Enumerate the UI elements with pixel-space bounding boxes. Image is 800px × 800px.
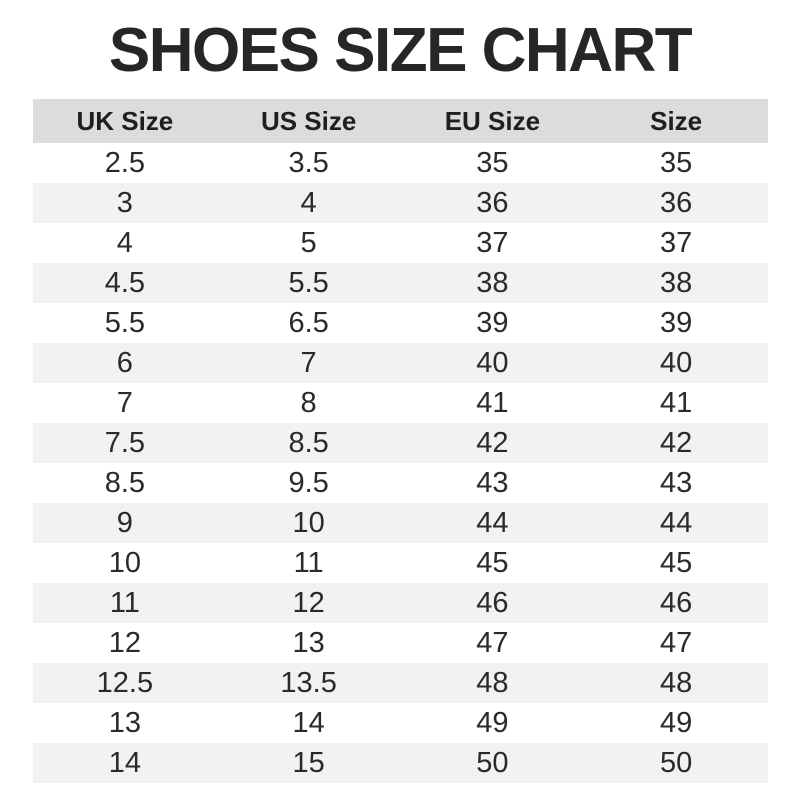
size-cell: 37: [659, 226, 693, 259]
size-cell: 8.5: [288, 426, 329, 459]
size-cell: 8: [300, 386, 317, 419]
size-cell: 43: [476, 466, 509, 499]
size-cell: 10: [108, 546, 141, 579]
table-row: 8.5 9.5 43 43: [33, 463, 768, 504]
size-cell: 36: [476, 186, 509, 219]
size-cell: 5: [300, 226, 317, 259]
size-cell: 45: [659, 546, 693, 579]
size-cell: 4: [300, 186, 317, 219]
size-cell: 9.5: [288, 466, 329, 499]
size-cell: 38: [476, 266, 509, 299]
size-cell: 46: [476, 586, 509, 619]
size-cell: 7.5: [104, 426, 146, 459]
size-cell: 48: [476, 666, 509, 699]
size-cell: 35: [659, 146, 693, 179]
table-row: 4 5 37 37: [33, 223, 768, 264]
size-cell: 10: [292, 506, 325, 539]
size-cell: 45: [476, 546, 509, 579]
size-cell: 41: [476, 386, 509, 419]
table-row: 11 12 46 46: [33, 583, 768, 624]
size-cell: 7: [300, 346, 317, 379]
size-cell: 42: [659, 426, 693, 459]
size-cell: 44: [659, 506, 693, 539]
size-cell: 9: [116, 506, 133, 539]
size-cell: 44: [476, 506, 509, 539]
size-cell: 4: [116, 226, 133, 259]
size-cell: 13: [292, 626, 325, 659]
size-cell: 40: [659, 346, 693, 379]
size-cell: 49: [659, 706, 693, 739]
table-row: 7 8 41 41: [33, 383, 768, 424]
size-cell: 40: [476, 346, 509, 379]
size-cell: 46: [659, 586, 693, 619]
size-cell: 14: [108, 746, 141, 779]
size-cell: 6: [116, 346, 133, 379]
size-cell: 43: [659, 466, 693, 499]
size-cell: 5.5: [104, 306, 146, 339]
size-cell: 48: [659, 666, 693, 699]
page-title: SHOES SIZE CHART: [108, 16, 693, 85]
size-cell: 49: [476, 706, 509, 739]
size-cell: 39: [476, 306, 509, 339]
size-cell: 15: [292, 746, 325, 779]
table-row: 9 10 44 44: [33, 503, 768, 544]
column-header-size: Size: [584, 99, 768, 144]
size-cell: 11: [293, 546, 324, 579]
size-cell: 37: [476, 226, 509, 259]
size-cell: 35: [476, 146, 509, 179]
size-cell: 8.5: [104, 466, 146, 499]
column-header-us-size: US Size: [216, 99, 401, 144]
size-cell: 3.5: [288, 146, 329, 179]
table-header: UK Size US Size EU Size Size: [33, 99, 768, 144]
column-header-eu-size: EU Size: [400, 99, 585, 144]
size-cell: 7: [116, 386, 133, 419]
table-row: 2.5 3.5 35 35: [33, 143, 768, 184]
size-cell: 12: [292, 586, 325, 619]
table-row: 7.5 8.5 42 42: [33, 423, 768, 464]
size-cell: 47: [659, 626, 693, 659]
column-header-uk-size: UK Size: [33, 99, 217, 144]
size-cell: 50: [659, 746, 693, 779]
size-cell: 3: [116, 186, 133, 219]
header-row: UK Size US Size EU Size Size: [33, 99, 768, 144]
table-row: 12 13 47 47: [33, 623, 768, 664]
table-row: 12.5 13.5 48 48: [33, 663, 768, 704]
size-cell: 2.5: [104, 146, 146, 179]
size-cell: 12: [108, 626, 141, 659]
size-cell: 38: [659, 266, 693, 299]
table-row: 13 14 49 49: [33, 703, 768, 744]
size-cell: 4.5: [104, 266, 146, 299]
size-cell: 41: [659, 386, 693, 419]
table-body: 2.5 3.5 35 35 3 4 36 36 4 5 37 37 4.5 5.5 38 38 5.5 6.5 39…: [33, 143, 768, 784]
table-row: 4.5 5.5 38 38: [33, 263, 768, 304]
size-cell: 14: [292, 706, 325, 739]
size-chart-table: UK Size US Size EU Size Size 2.5 3.5 35 35 3 4 36…: [33, 99, 768, 784]
size-cell: 12.5: [96, 666, 154, 699]
size-cell: 13.5: [280, 666, 337, 699]
size-cell: 6.5: [288, 306, 329, 339]
table-row: 10 11 45 45: [33, 543, 768, 584]
size-cell: 11: [109, 586, 140, 619]
size-cell: 5.5: [288, 266, 329, 299]
size-cell: 13: [108, 706, 141, 739]
size-cell: 36: [659, 186, 693, 219]
size-cell: 50: [476, 746, 509, 779]
table-row: 6 7 40 40: [33, 343, 768, 384]
size-cell: 39: [659, 306, 693, 339]
table-row: 3 4 36 36: [33, 183, 768, 224]
size-cell: 42: [476, 426, 509, 459]
table-row: 5.5 6.5 39 39: [33, 303, 768, 344]
size-cell: 47: [476, 626, 509, 659]
table-row: 14 15 50 50: [33, 743, 768, 784]
